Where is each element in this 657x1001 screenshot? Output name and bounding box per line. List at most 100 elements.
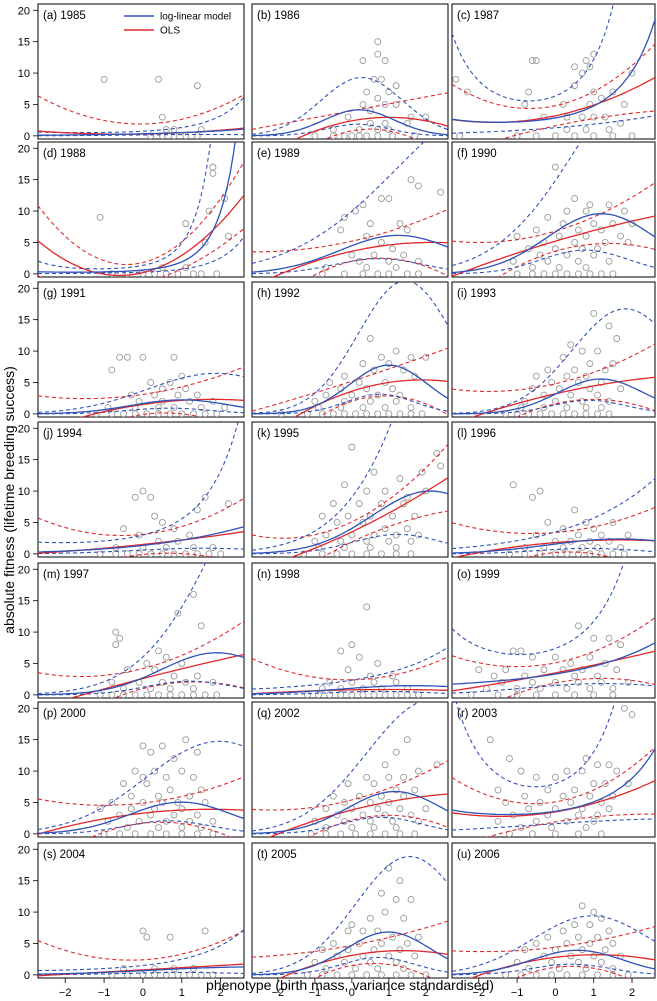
data-point <box>528 830 536 837</box>
data-point <box>407 410 415 417</box>
data-point <box>166 786 174 794</box>
data-point <box>341 132 348 139</box>
data-point <box>381 761 389 769</box>
data-point <box>322 830 330 837</box>
panel-label: (t) 2005 <box>257 849 297 861</box>
data-point <box>374 50 382 58</box>
data-point <box>363 132 371 139</box>
data-point <box>355 500 363 508</box>
data-point <box>578 971 586 978</box>
data-point <box>502 666 510 674</box>
data-point <box>544 366 552 374</box>
data-point <box>494 691 502 698</box>
data-point <box>551 691 559 698</box>
data-point <box>567 660 575 667</box>
data-point <box>381 404 389 412</box>
y-tick-label: 20 <box>18 844 30 856</box>
data-point <box>201 691 209 698</box>
data-point <box>381 525 389 533</box>
legend-label: log-linear model <box>160 12 231 23</box>
data-point <box>605 761 613 769</box>
data-point <box>624 678 632 686</box>
loglinear-ci-upper <box>252 76 448 135</box>
data-point <box>574 830 582 837</box>
data-point <box>311 537 319 545</box>
data-point <box>213 270 221 277</box>
data-point <box>363 971 371 978</box>
data-point <box>322 531 330 539</box>
panel-t-2005: −2 −1 0 1 2 (t) 2005 <box>251 842 449 999</box>
data-point <box>597 270 605 277</box>
ols-ci-upper <box>38 930 244 961</box>
data-point <box>123 353 131 361</box>
data-point <box>571 410 579 417</box>
data-point <box>551 773 559 781</box>
ols-ci-upper <box>252 208 448 253</box>
data-point <box>326 678 334 686</box>
ols-ci-upper <box>452 43 655 110</box>
data-point <box>536 487 544 495</box>
data-point <box>437 188 445 196</box>
data-point <box>567 391 575 399</box>
ols-fit-line <box>293 379 448 417</box>
panel-j-1994: 0 5 10 15 20 (j) 1994 <box>18 421 245 561</box>
data-point <box>590 309 598 317</box>
loglinear-ci-lower <box>252 956 448 976</box>
data-point <box>348 132 356 139</box>
panel-label: (s) 2004 <box>43 849 86 861</box>
data-point <box>170 126 178 134</box>
data-point <box>359 691 367 698</box>
y-tick-label: 20 <box>18 564 30 576</box>
data-point <box>143 780 151 788</box>
panel-frame <box>451 562 656 699</box>
panel-frame <box>251 842 449 979</box>
data-point <box>155 647 162 655</box>
ols-ci-lower <box>122 552 214 557</box>
data-point <box>609 132 617 139</box>
data-point <box>544 786 552 794</box>
data-point <box>344 780 352 788</box>
data-point <box>186 397 194 405</box>
data-point <box>166 410 174 417</box>
loglinear-ci-upper <box>38 96 244 134</box>
loglinear-ci-lower <box>252 123 448 137</box>
loglinear-fit-line <box>452 949 655 975</box>
data-point <box>143 691 151 698</box>
data-point <box>385 195 393 202</box>
ols-fit-line <box>69 653 244 698</box>
data-point <box>190 270 197 277</box>
data-point <box>337 404 345 412</box>
data-point <box>620 704 628 712</box>
data-point <box>601 366 609 374</box>
data-point <box>170 672 178 680</box>
data-point <box>120 410 127 417</box>
data-point <box>590 525 598 533</box>
data-point <box>582 824 590 832</box>
panel-b-1986: (b) 1986 <box>251 3 449 140</box>
data-point <box>355 653 363 661</box>
data-point <box>571 921 579 929</box>
data-point <box>597 550 605 557</box>
y-tick-label: 15 <box>18 596 30 608</box>
data-point <box>108 366 116 374</box>
ols-ci-upper <box>252 347 448 412</box>
data-point <box>304 971 311 978</box>
data-point <box>162 971 170 978</box>
loglinear-fit-line <box>38 399 244 415</box>
data-point <box>348 971 356 978</box>
data-point <box>574 811 582 819</box>
loglinear-fit-line <box>452 538 655 554</box>
data-point <box>374 391 382 399</box>
data-point <box>96 805 104 813</box>
data-point <box>407 404 415 412</box>
y-tick-label: 5 <box>24 377 30 389</box>
data-point <box>166 933 174 941</box>
panel-frame <box>37 281 245 418</box>
ols-fit-line <box>453 539 655 557</box>
data-point <box>341 544 348 552</box>
data-point <box>506 755 513 762</box>
data-point <box>613 666 621 674</box>
data-point <box>563 767 571 775</box>
y-tick-label: 5 <box>24 237 30 249</box>
y-tick-label: 0 <box>24 131 30 143</box>
